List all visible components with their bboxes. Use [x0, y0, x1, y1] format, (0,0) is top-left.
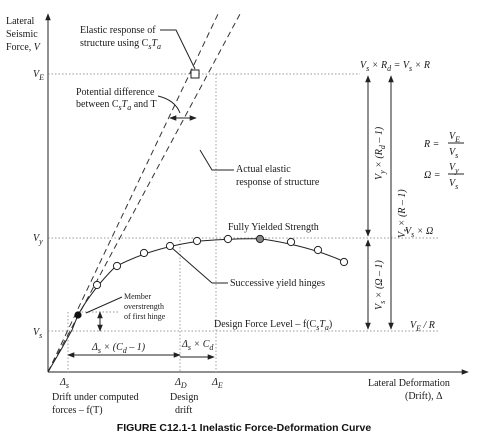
fully-yielded-annotation: Fully Yielded Strength: [228, 222, 319, 233]
omega-vertical-label: Vs × (Ω – 1): [374, 259, 387, 310]
drift-dimension-cd: Δs × Cd: [180, 339, 215, 360]
first-hinge: [74, 311, 82, 319]
y-axis-title: Lateral Seismic Force, V: [6, 16, 42, 53]
svg-text:Potential difference: Potential difference: [76, 87, 155, 98]
svg-text:Design: Design: [170, 392, 198, 403]
elastic-response-annotation: Elastic response of structure using CsTa: [80, 25, 196, 70]
potential-difference-annotation: Potential difference between CsTa and T: [76, 87, 197, 121]
yield-hinge: [286, 237, 296, 247]
yield-hinge: [112, 261, 122, 271]
svg-text:VE: VE: [449, 131, 460, 144]
svg-text:VE / R: VE / R: [410, 320, 435, 333]
yield-hinge: [192, 236, 202, 246]
fully-yielded-hinge: [255, 234, 265, 244]
svg-text:Δs × Cd: Δs × Cd: [181, 339, 214, 352]
yield-hinge: [223, 234, 233, 244]
design-drift-label: Design drift: [170, 392, 198, 416]
svg-text:drift: drift: [175, 405, 192, 416]
svg-text:Δs × (Cd – 1): Δs × (Cd – 1): [91, 342, 146, 355]
svg-text:Vy × (Rd – 1): Vy × (Rd – 1): [374, 126, 387, 180]
svg-text:Elastic response of: Elastic response of: [80, 25, 156, 36]
yield-hinge: [92, 280, 102, 290]
member-overstrength-annotation: Member overstrength of first hinge: [85, 292, 166, 332]
omega-formula: Ω = Vy Vs: [424, 162, 464, 191]
svg-text:Lateral: Lateral: [6, 16, 35, 27]
svg-text:response of structure: response of structure: [236, 177, 320, 188]
x-tick-delta-s: Δs: [59, 377, 69, 390]
yield-hinge: [139, 248, 149, 258]
svg-text:Seismic: Seismic: [6, 29, 38, 40]
svg-text:of first hinge: of first hinge: [124, 312, 166, 321]
x-tick-delta-e: ΔE: [211, 377, 223, 390]
svg-text:forces – f(T): forces – f(T): [52, 405, 103, 416]
x-axis-title: Lateral Deformation (Drift), Δ: [368, 378, 450, 402]
actual-elastic-annotation: Actual elastic response of structure: [199, 149, 320, 188]
svg-text:Design Force Level – f(CsTa): Design Force Level – f(CsTa): [214, 319, 332, 332]
r-formula: R = VE Vs: [423, 131, 464, 160]
actual-elastic-response-line: [47, 13, 241, 373]
figure-caption: FIGURE C12.1-1 Inelastic Force-Deformati…: [117, 422, 372, 434]
r-vertical-label: Vs × (R – 1): [397, 189, 410, 238]
y-tick-vy: Vy: [33, 233, 43, 246]
yield-hinges: [74, 234, 349, 319]
svg-text:Member: Member: [124, 292, 151, 301]
svg-text:ΔD: ΔD: [174, 377, 187, 390]
elastic-lines: [47, 13, 241, 373]
svg-text:Vy: Vy: [449, 162, 459, 175]
svg-text:Actual elastic: Actual elastic: [236, 164, 291, 175]
y-tick-ve: VE: [33, 69, 44, 82]
vertical-dimensions: [365, 75, 394, 330]
svg-text:Vs: Vs: [33, 327, 42, 340]
svg-text:Vs × Ω: Vs × Ω: [405, 226, 433, 239]
svg-text:Force, V: Force, V: [6, 42, 42, 53]
ve-r-label: VE / R: [410, 320, 435, 333]
drift-dimension-cd-minus-1: Δs × (Cd – 1): [67, 342, 181, 358]
svg-text:Ω =: Ω =: [424, 170, 440, 181]
svg-text:Vs × Rd = Vs × R: Vs × Rd = Vs × R: [360, 60, 430, 73]
svg-text:ΔE: ΔE: [211, 377, 223, 390]
svg-text:(Drift), Δ: (Drift), Δ: [405, 391, 443, 402]
svg-text:Vs × (R – 1): Vs × (R – 1): [397, 189, 410, 238]
yield-hinge: [313, 245, 323, 255]
yield-hinges-annotation: Successive yield hinges: [171, 247, 325, 289]
yield-hinge: [339, 257, 349, 267]
drift-computed-label: Drift under computed forces – f(T): [52, 392, 139, 416]
svg-text:Fully Yielded Strength: Fully Yielded Strength: [228, 222, 319, 233]
svg-text:Lateral Deformation: Lateral Deformation: [368, 378, 450, 389]
svg-text:Vs: Vs: [449, 178, 458, 191]
svg-text:Vs: Vs: [449, 147, 458, 160]
svg-text:structure using CsTa: structure using CsTa: [80, 38, 161, 51]
x-tick-delta-d: ΔD: [174, 377, 187, 390]
design-force-annotation: Design Force Level – f(CsTa): [214, 319, 332, 332]
svg-text:between CsTa and T: between CsTa and T: [76, 99, 157, 112]
svg-text:Drift under computed: Drift under computed: [52, 392, 139, 403]
vs-rd-label: Vs × Rd = Vs × R: [360, 60, 430, 73]
vs-omega-label: Vs × Ω: [405, 226, 433, 239]
yield-hinge: [165, 241, 175, 251]
rd-vertical-label: Vy × (Rd – 1): [374, 126, 387, 180]
elastic-response-cs-ta-line: [47, 13, 219, 373]
y-tick-vs: Vs: [33, 327, 42, 340]
elastic-response-marker: [190, 69, 200, 79]
svg-text:Δs: Δs: [59, 377, 69, 390]
svg-text:Vy: Vy: [33, 233, 43, 246]
svg-text:VE: VE: [33, 69, 44, 82]
svg-text:R =: R =: [423, 139, 439, 150]
svg-text:overstrength: overstrength: [124, 302, 164, 311]
svg-text:Vs × (Ω – 1): Vs × (Ω – 1): [374, 259, 387, 310]
svg-text:Successive yield hinges: Successive yield hinges: [230, 278, 325, 289]
